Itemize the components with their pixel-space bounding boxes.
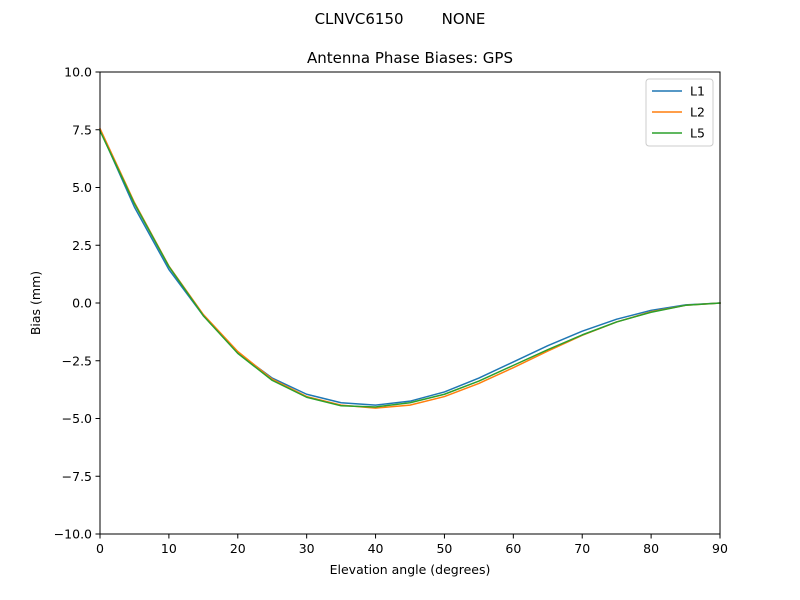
- y-tick-label: 0.0: [72, 296, 92, 311]
- plot-frame: [99, 71, 721, 535]
- x-axis-label: Elevation angle (degrees): [330, 562, 491, 577]
- x-tick-label: 10: [161, 541, 177, 556]
- x-tick-label: 30: [299, 541, 315, 556]
- y-tick-label: −7.5: [62, 469, 92, 484]
- y-tick-label: 7.5: [72, 122, 92, 137]
- legend: L1 L2 L5: [645, 78, 714, 147]
- y-tick-label: −5.0: [62, 411, 92, 426]
- y-tick-label: −2.5: [62, 353, 92, 368]
- legend-label-l5: L5: [690, 126, 705, 141]
- x-tick-label: 70: [574, 541, 590, 556]
- x-tick-label: 0: [96, 541, 104, 556]
- axis-ticks: 0 10 20 30 40 50 60 70 80 90 −10.0 −7.5 −5.0 −2.5 0.0 2…: [54, 65, 728, 557]
- x-tick-label: 50: [436, 541, 452, 556]
- x-tick-label: 40: [368, 541, 384, 556]
- series-lines: [99, 127, 721, 409]
- y-axis-label: Bias (mm): [28, 271, 43, 335]
- x-tick-label: 20: [230, 541, 246, 556]
- y-tick-label: 2.5: [72, 238, 92, 253]
- y-tick-label: 10.0: [64, 65, 92, 80]
- x-tick-label: 60: [505, 541, 521, 556]
- chart-title: Antenna Phase Biases: GPS: [307, 49, 513, 67]
- figure-suptitle: CLNVC6150 NONE: [315, 10, 486, 28]
- x-tick-label: 90: [712, 541, 728, 556]
- x-tick-label: 80: [643, 541, 659, 556]
- legend-label-l1: L1: [690, 84, 705, 99]
- legend-label-l2: L2: [690, 105, 705, 120]
- y-tick-label: −10.0: [54, 527, 92, 542]
- series-line-l5: [99, 129, 721, 408]
- y-tick-label: 5.0: [72, 180, 92, 195]
